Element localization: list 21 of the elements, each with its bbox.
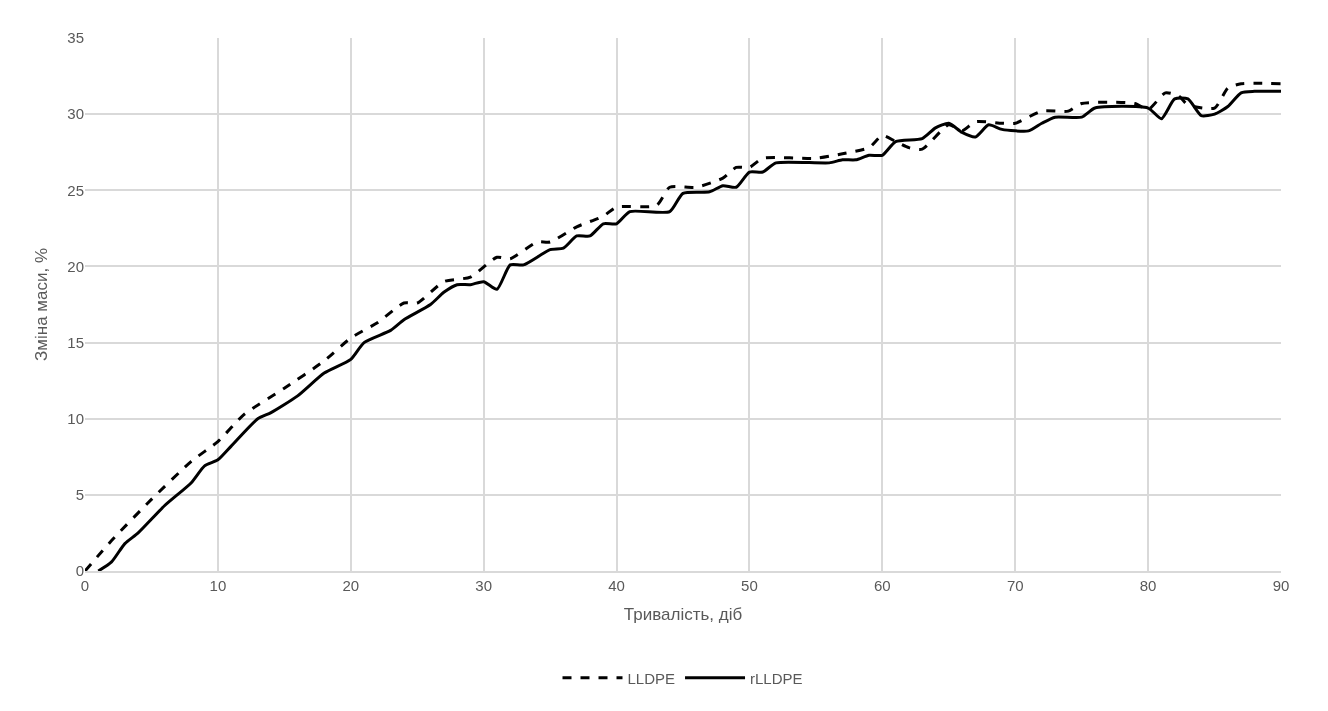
x-tick-label: 60 bbox=[873, 576, 891, 594]
y-tick-label: 30 bbox=[67, 105, 84, 123]
y-tick-label: 20 bbox=[67, 257, 84, 275]
x-axis-title: Тривалість, діб bbox=[623, 604, 743, 624]
y-tick-label: 35 bbox=[67, 29, 84, 47]
x-tick-label: 20 bbox=[342, 576, 360, 594]
y-axis-title: Зміна маси, % bbox=[31, 248, 51, 361]
x-tick-label: 80 bbox=[1139, 576, 1157, 594]
y-tick-label: 5 bbox=[75, 486, 84, 504]
x-tick-label: 10 bbox=[209, 576, 227, 594]
y-tick-label: 25 bbox=[67, 181, 84, 199]
y-tick-label: 0 bbox=[75, 562, 84, 580]
legend-label: LLDPE bbox=[627, 669, 676, 687]
y-tick-label: 10 bbox=[67, 409, 84, 427]
y-tick-label: 15 bbox=[67, 333, 84, 351]
x-tick-label: 40 bbox=[608, 576, 625, 594]
x-tick-label: 50 bbox=[741, 576, 758, 594]
legend-label: rLLDPE bbox=[750, 669, 803, 687]
x-tick-label: 90 bbox=[1272, 576, 1290, 594]
x-tick-label: 30 bbox=[475, 576, 493, 594]
x-tick-label: 70 bbox=[1006, 576, 1024, 594]
